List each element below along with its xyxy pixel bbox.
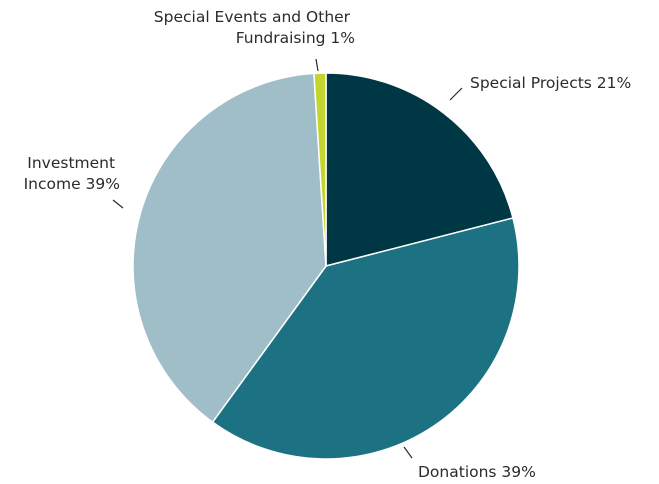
leader-investment-income bbox=[112, 199, 124, 209]
pie-slices bbox=[132, 72, 520, 460]
slice-investment-income bbox=[132, 72, 327, 424]
slice-label-donations: Donations 39% bbox=[418, 463, 536, 481]
slice-special-events bbox=[313, 72, 327, 267]
slice-label-investment-income: Investment Income 39% bbox=[24, 154, 120, 193]
leader-special-events bbox=[315, 58, 319, 72]
slice-label-special-events: Special Events and Other Fundraising 1% bbox=[154, 8, 355, 47]
leader-donations bbox=[403, 446, 413, 459]
slice-donations bbox=[211, 217, 520, 460]
leader-special-projects bbox=[449, 87, 463, 101]
slice-special-projects bbox=[325, 72, 514, 267]
slice-label-special-projects: Special Projects 21% bbox=[470, 74, 631, 92]
